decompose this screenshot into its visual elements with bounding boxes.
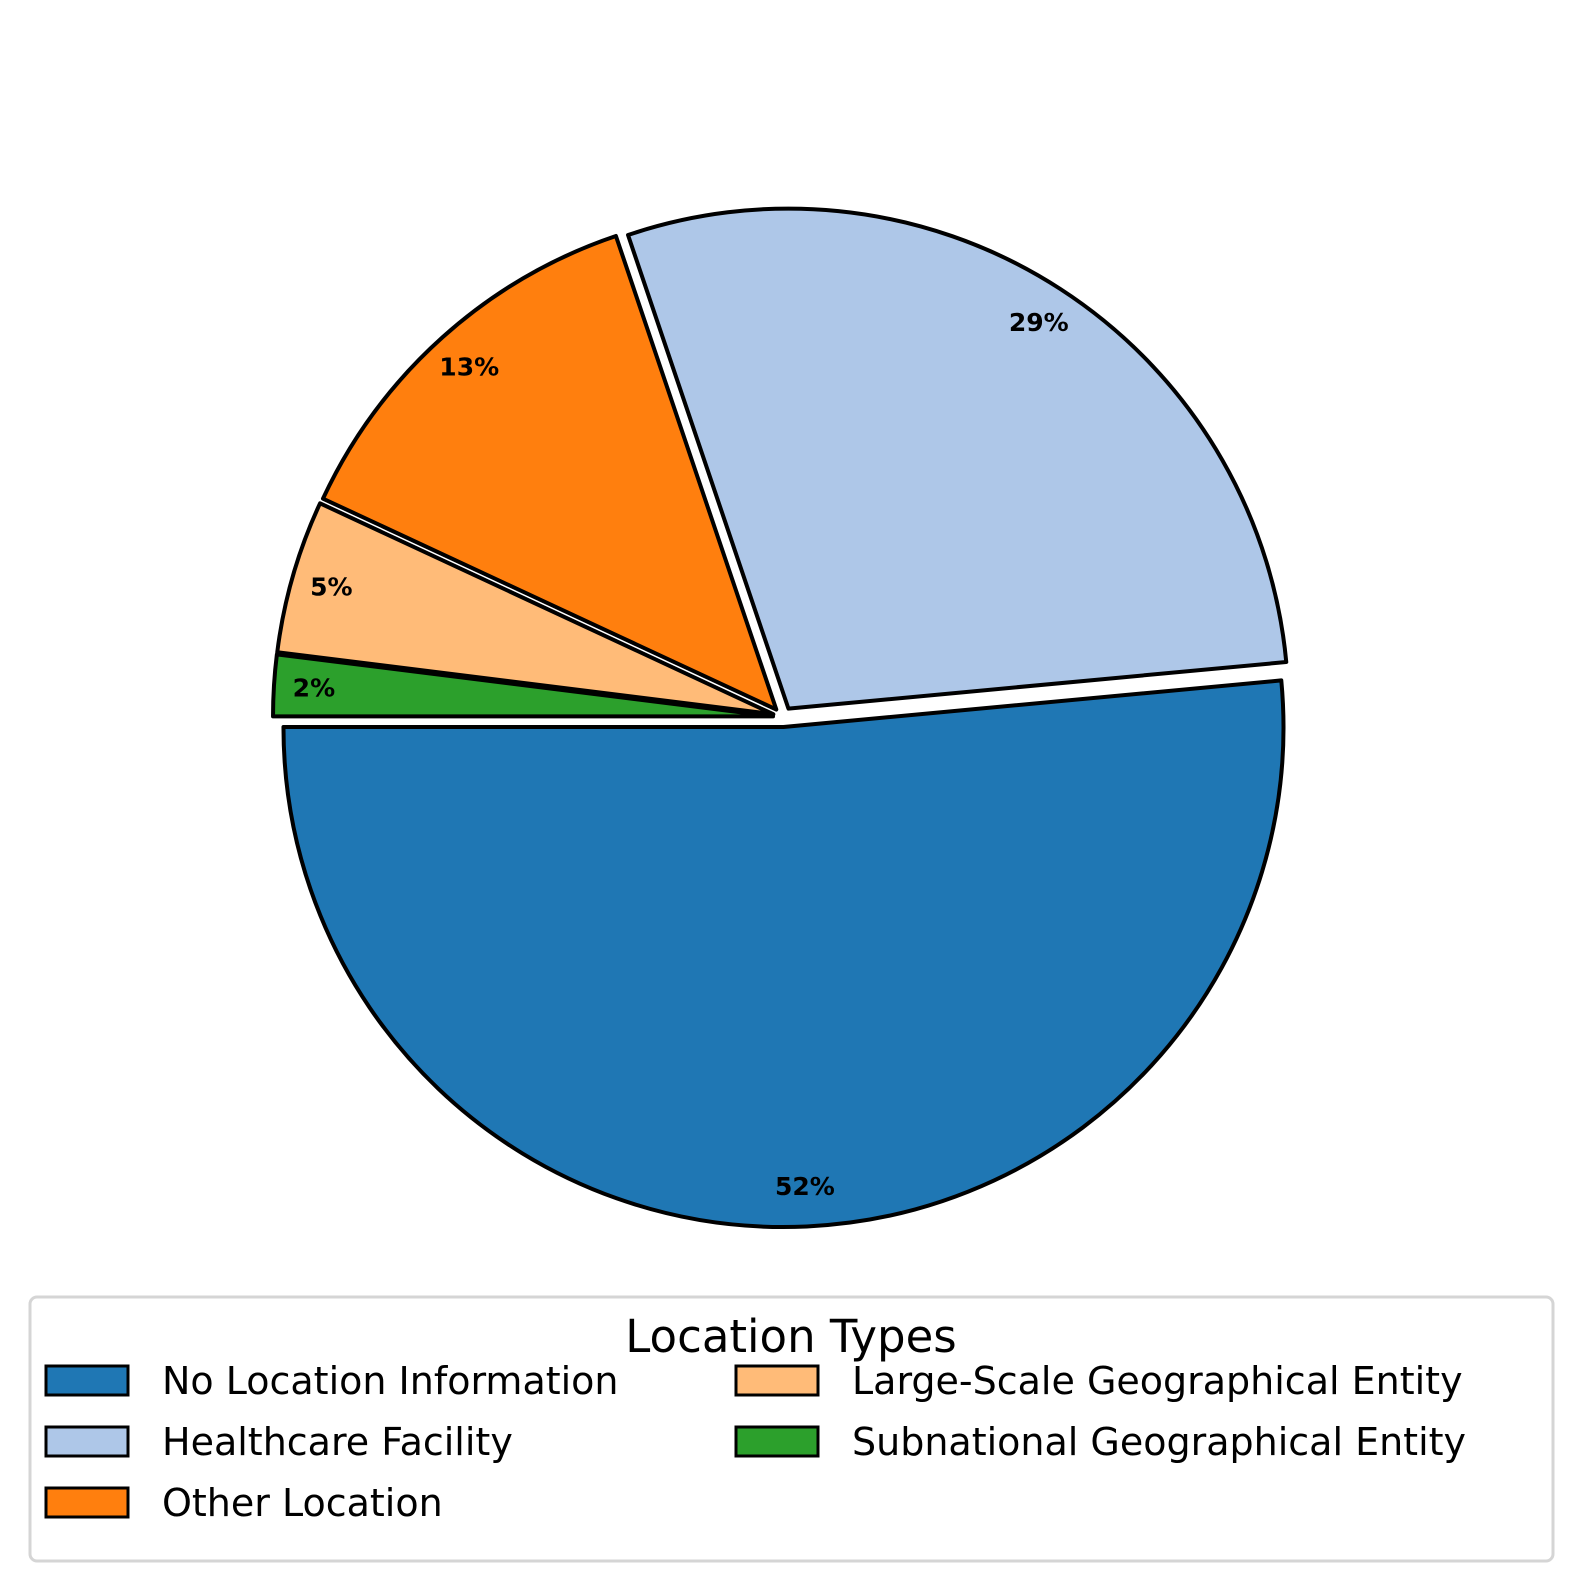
pie-slice-other-location	[320, 233, 779, 712]
pie-value-label-healthcare-facility: 29%	[1009, 308, 1069, 337]
pie-slice-subnational-geographical-entity	[271, 652, 776, 719]
legend-label-subnational-geographical-entity: Subnational Geographical Entity	[852, 1420, 1466, 1464]
legend-swatch-subnational-geographical-entity	[734, 1425, 820, 1458]
legend-label-large-scale-geographical-entity: Large-Scale Geographical Entity	[852, 1359, 1463, 1403]
legend-item-healthcare-facility: Healthcare Facility	[44, 1420, 513, 1464]
legend: Location Types No Location Information He…	[28, 1295, 1555, 1563]
legend-item-no-location-information: No Location Information	[44, 1359, 619, 1403]
pie-value-label-other-location: 13%	[439, 353, 499, 382]
pie-slices	[271, 206, 1289, 1229]
pie-value-label-no-location-information: 52%	[775, 1172, 835, 1201]
legend-item-subnational-geographical-entity: Subnational Geographical Entity	[734, 1420, 1466, 1464]
legend-label-no-location-information: No Location Information	[162, 1359, 619, 1403]
legend-label-healthcare-facility: Healthcare Facility	[162, 1420, 513, 1464]
pie-value-labels: 52% 29% 13% 5% 2%	[293, 308, 1069, 1201]
legend-items: No Location Information Healthcare Facili…	[44, 1359, 1466, 1525]
legend-title: Location Types	[625, 1310, 956, 1363]
legend-label-other-location: Other Location	[162, 1481, 443, 1525]
pie-slice-no-location-information	[281, 678, 1286, 1229]
legend-swatch-no-location-information	[44, 1364, 130, 1397]
pie-slice-large-scale-geographical-entity	[275, 501, 776, 717]
pie-value-label-large-scale-geographical-entity: 5%	[310, 573, 352, 602]
legend-swatch-healthcare-facility	[44, 1425, 130, 1458]
legend-swatch-other-location	[44, 1486, 130, 1519]
legend-item-other-location: Other Location	[44, 1481, 443, 1525]
pie-value-label-subnational-geographical-entity: 2%	[293, 673, 335, 702]
legend-swatch-large-scale-geographical-entity	[734, 1364, 820, 1397]
pie-slice-healthcare-facility	[626, 206, 1289, 711]
legend-item-large-scale-geographical-entity: Large-Scale Geographical Entity	[734, 1359, 1463, 1403]
